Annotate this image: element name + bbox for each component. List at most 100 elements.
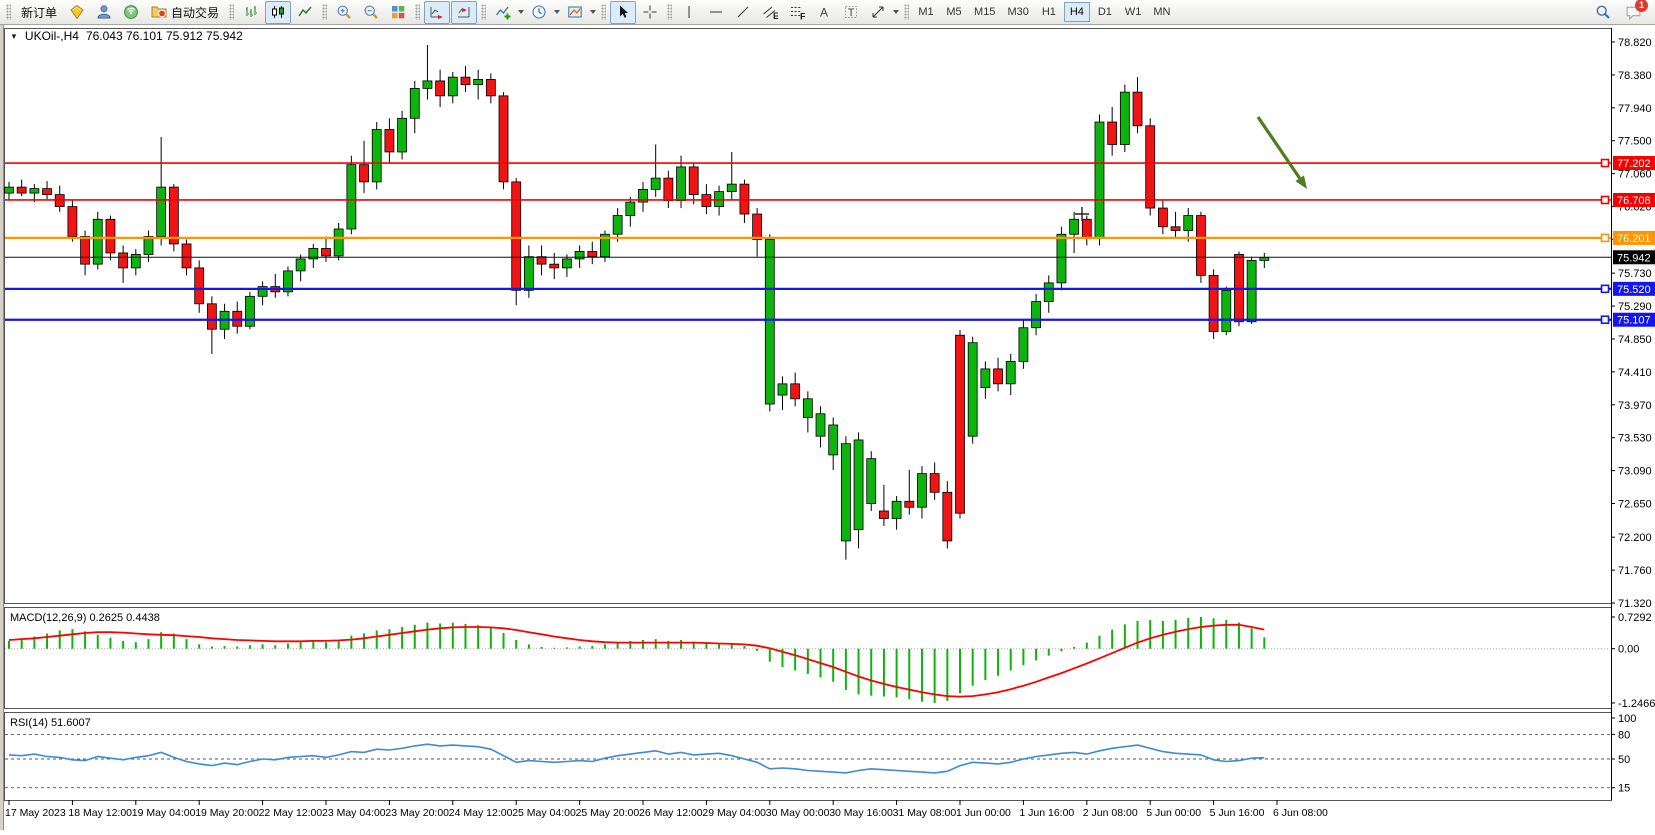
notification-badge: 1 bbox=[1635, 0, 1648, 12]
auto-scroll-icon[interactable] bbox=[424, 0, 451, 24]
equidistant-channel-tool-icon[interactable]: E bbox=[757, 1, 783, 24]
svg-text:F: F bbox=[800, 12, 805, 21]
timeframe-d1[interactable]: D1 bbox=[1092, 2, 1118, 22]
periods-clock-icon[interactable] bbox=[526, 1, 552, 24]
text-label-tool-icon[interactable]: T bbox=[838, 1, 864, 24]
svg-text:76.708: 76.708 bbox=[1617, 195, 1651, 207]
timeframe-h1[interactable]: H1 bbox=[1036, 2, 1062, 22]
timeframe-m1[interactable]: M1 bbox=[913, 2, 939, 22]
price-tags: 77.202 76.708 76.201 75.942 75.520 75.107 bbox=[1613, 156, 1655, 327]
toolbar-right-group: 1 bbox=[1590, 0, 1652, 24]
timeframe-w1[interactable]: W1 bbox=[1120, 2, 1147, 22]
trendline-tool-icon[interactable] bbox=[730, 1, 756, 24]
svg-text:30 May 00:00: 30 May 00:00 bbox=[766, 807, 830, 819]
svg-text:77.500: 77.500 bbox=[1618, 136, 1652, 148]
svg-text:73.530: 73.530 bbox=[1618, 433, 1652, 445]
toolbar-grip[interactable] bbox=[601, 4, 607, 20]
timeframe-h4[interactable]: H4 bbox=[1063, 2, 1090, 22]
autotrading-button[interactable]: 自动交易 bbox=[145, 2, 225, 23]
toolbar-grip[interactable] bbox=[904, 4, 910, 20]
toolbar-grip[interactable] bbox=[6, 4, 11, 20]
price-axis[interactable]: 78.82078.38077.94077.50077.06076.62076.1… bbox=[1611, 28, 1655, 800]
svg-text:100: 100 bbox=[1618, 713, 1636, 725]
chart-window: 78.82078.38077.94077.50077.06076.62076.1… bbox=[0, 24, 1655, 830]
chart-canvas[interactable]: 78.82078.38077.94077.50077.06076.62076.1… bbox=[0, 24, 1655, 830]
svg-text:1 Jun 00:00: 1 Jun 00:00 bbox=[956, 807, 1011, 819]
templates-icon[interactable] bbox=[562, 1, 588, 24]
vertical-line-tool-icon[interactable] bbox=[676, 1, 702, 24]
timeframe-m5[interactable]: M5 bbox=[941, 2, 967, 22]
gold-gem-icon[interactable] bbox=[64, 1, 90, 24]
symbol-period-label: UKOil-,H4 bbox=[24, 29, 79, 43]
svg-text:A: A bbox=[820, 6, 828, 20]
zoom-in-icon[interactable] bbox=[331, 1, 357, 24]
svg-text:0.00: 0.00 bbox=[1618, 644, 1639, 656]
indicators-dropdown-caret[interactable] bbox=[518, 10, 525, 17]
indicators-icon[interactable] bbox=[490, 1, 516, 24]
pane-borders bbox=[4, 28, 1612, 801]
search-icon[interactable] bbox=[1590, 1, 1616, 24]
svg-text:15: 15 bbox=[1618, 783, 1630, 795]
svg-text:31 May 08:00: 31 May 08:00 bbox=[893, 807, 957, 819]
cursor-icon[interactable] bbox=[610, 0, 637, 24]
toolbar-grip[interactable] bbox=[322, 4, 328, 20]
templates-dropdown-caret[interactable] bbox=[590, 10, 597, 17]
window-left-edge bbox=[0, 24, 4, 830]
svg-text:25 May 20:00: 25 May 20:00 bbox=[576, 807, 640, 819]
svg-text:29 May 04:00: 29 May 04:00 bbox=[702, 807, 766, 819]
line-chart-icon[interactable] bbox=[292, 1, 318, 24]
toolbar-grip[interactable] bbox=[667, 4, 673, 20]
svg-text:5 Jun 00:00: 5 Jun 00:00 bbox=[1146, 807, 1201, 819]
chart-menu-arrow-icon[interactable]: ▼ bbox=[10, 31, 18, 41]
svg-text:26 May 12:00: 26 May 12:00 bbox=[639, 807, 703, 819]
toolbar-grip[interactable] bbox=[229, 4, 235, 20]
svg-text:23 May 20:00: 23 May 20:00 bbox=[385, 807, 449, 819]
rsi-label: RSI(14) 51.6007 bbox=[10, 717, 91, 729]
autotrading-icon bbox=[151, 3, 167, 22]
svg-text:72.200: 72.200 bbox=[1618, 532, 1652, 544]
svg-text:19 May 20:00: 19 May 20:00 bbox=[195, 807, 259, 819]
text-tool-icon[interactable]: A bbox=[811, 1, 837, 24]
svg-text:5 Jun 16:00: 5 Jun 16:00 bbox=[1210, 807, 1265, 819]
periods-dropdown-caret[interactable] bbox=[554, 10, 561, 17]
bar-chart-icon[interactable] bbox=[238, 1, 264, 24]
price-lines[interactable] bbox=[5, 158, 1611, 325]
toolbar-grip[interactable] bbox=[415, 4, 421, 20]
svg-text:50: 50 bbox=[1618, 754, 1630, 766]
candles bbox=[4, 44, 1270, 560]
macd-pane bbox=[5, 616, 1610, 704]
svg-text:74.410: 74.410 bbox=[1618, 367, 1652, 379]
timeframe-mn[interactable]: MN bbox=[1148, 2, 1175, 22]
timeframe-m30[interactable]: M30 bbox=[1002, 2, 1033, 22]
arrows-tool-icon[interactable] bbox=[865, 1, 891, 24]
svg-text:77.060: 77.060 bbox=[1618, 169, 1652, 181]
svg-text:71.320: 71.320 bbox=[1618, 598, 1652, 610]
chat-icon[interactable]: 1 bbox=[1622, 0, 1648, 23]
signals-icon[interactable] bbox=[118, 1, 144, 24]
profile-icon[interactable] bbox=[91, 1, 117, 24]
tile-windows-icon[interactable] bbox=[385, 1, 411, 24]
svg-text:80: 80 bbox=[1618, 729, 1630, 741]
svg-text:75.942: 75.942 bbox=[1617, 252, 1651, 264]
annotations[interactable] bbox=[1075, 116, 1307, 221]
svg-text:73.970: 73.970 bbox=[1618, 400, 1652, 412]
zoom-out-icon[interactable] bbox=[358, 1, 384, 24]
timeframe-m15[interactable]: M15 bbox=[969, 2, 1000, 22]
arrows-dropdown-caret[interactable] bbox=[893, 10, 900, 17]
toolbar-grip[interactable] bbox=[481, 4, 487, 20]
svg-text:73.090: 73.090 bbox=[1618, 466, 1652, 478]
horizontal-line-tool-icon[interactable] bbox=[703, 1, 729, 24]
svg-text:-1.2466: -1.2466 bbox=[1618, 698, 1655, 710]
svg-text:71.760: 71.760 bbox=[1618, 565, 1652, 577]
autotrading-label: 自动交易 bbox=[171, 5, 220, 20]
time-axis[interactable]: 17 May 2023 18 May 12:00 19 May 04:00 19 Ma… bbox=[5, 800, 1328, 819]
svg-text:75.290: 75.290 bbox=[1618, 301, 1652, 313]
svg-text:18 May 12:00: 18 May 12:00 bbox=[68, 807, 132, 819]
crosshair-icon[interactable] bbox=[637, 1, 663, 24]
candlestick-chart-icon[interactable] bbox=[265, 0, 292, 24]
svg-text:2 Jun 08:00: 2 Jun 08:00 bbox=[1083, 807, 1138, 819]
chart-shift-icon[interactable] bbox=[451, 0, 478, 24]
new-order-button[interactable]: 新订单 bbox=[15, 2, 63, 23]
fibonacci-tool-icon[interactable]: F bbox=[784, 1, 810, 24]
chart-title: ▼ UKOil-,H4 76.043 76.101 75.912 75.942 bbox=[10, 29, 243, 43]
